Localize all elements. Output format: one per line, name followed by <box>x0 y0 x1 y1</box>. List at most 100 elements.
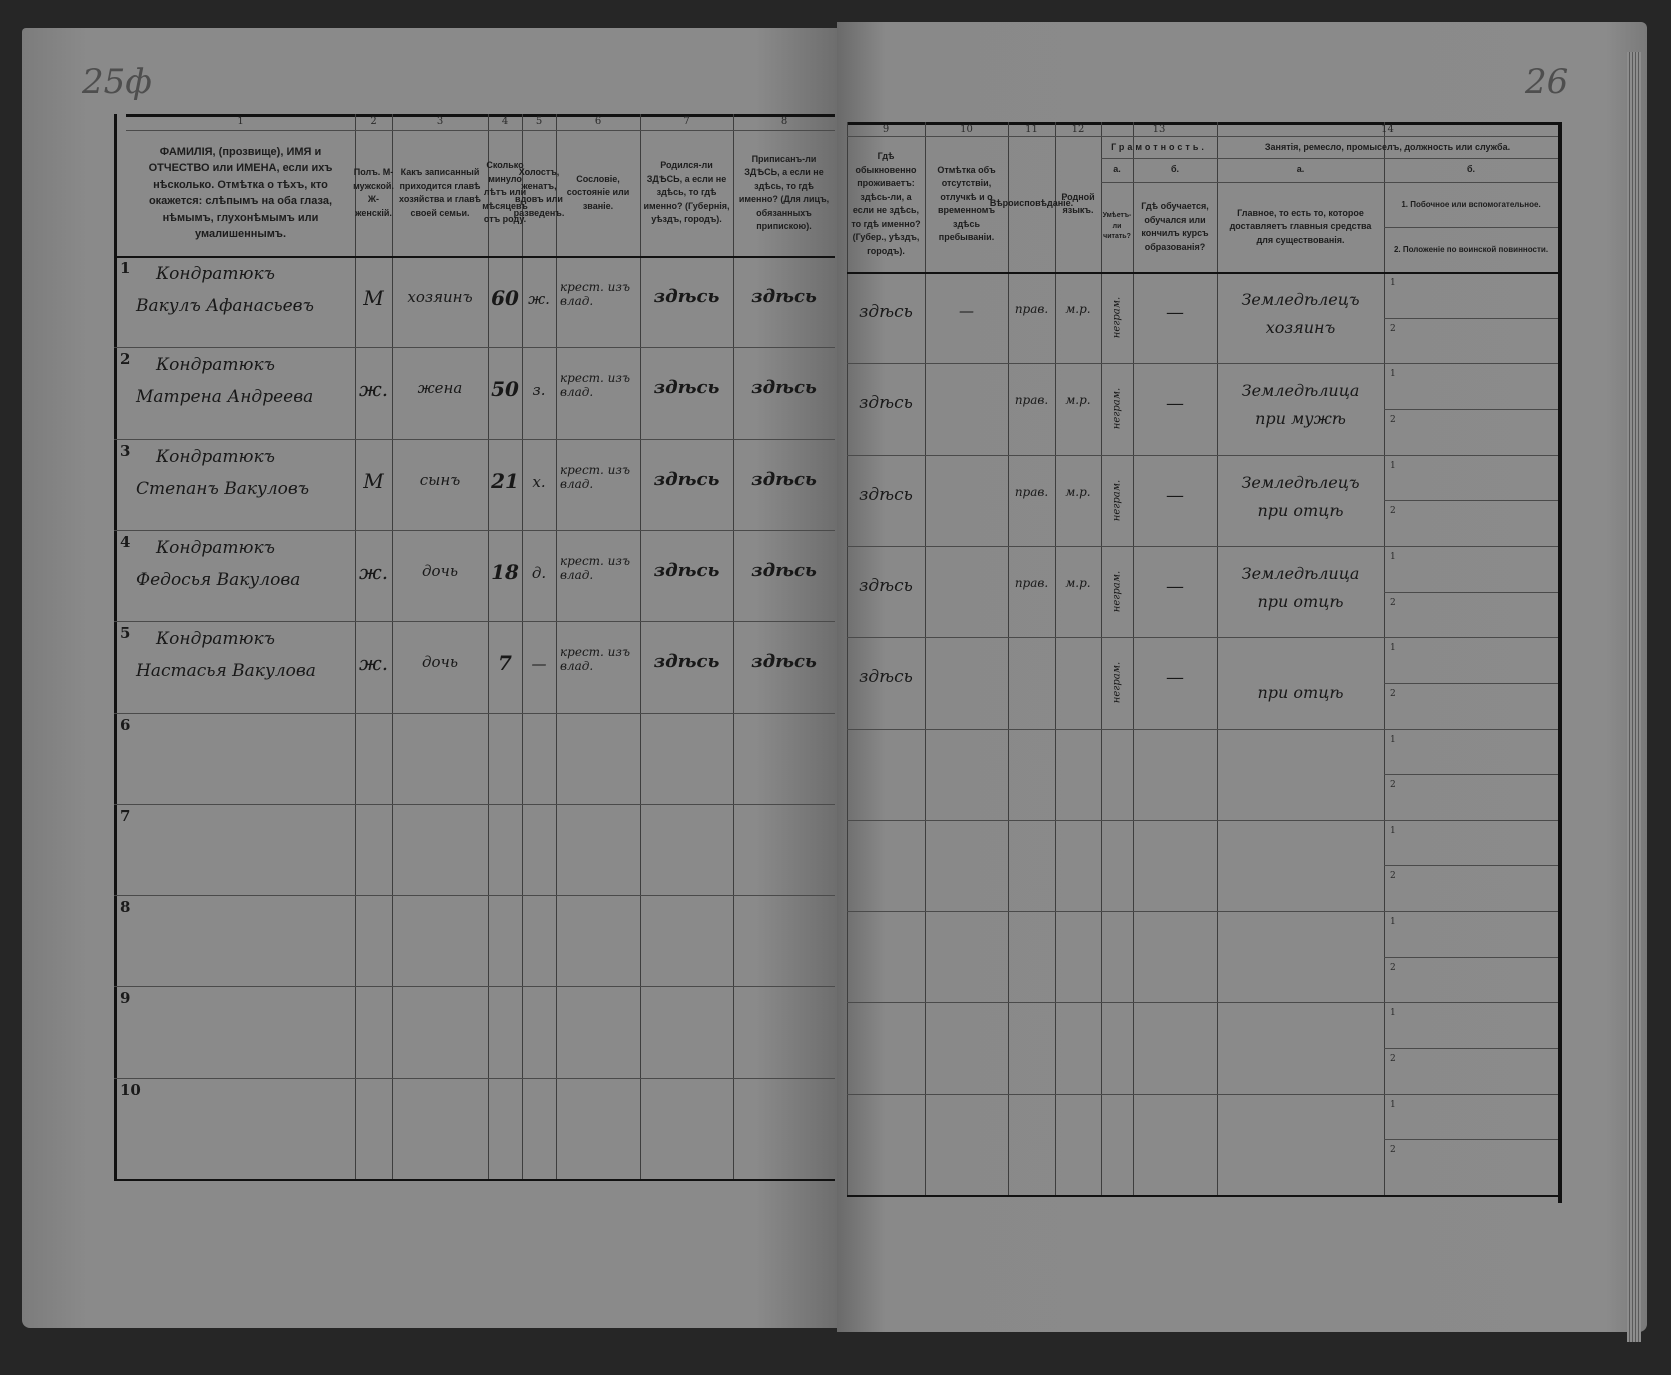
column-header: Родился-ли ЗДѢСЬ, а если не здѣсь, то гд… <box>643 160 730 225</box>
native-language: м.р. <box>1065 575 1091 590</box>
main-occupation: Земледѣлица <box>1241 563 1360 583</box>
column-header: Какъ записанный приходится главѣ хозяйст… <box>399 167 481 218</box>
sub-row-label: 1 <box>1390 1099 1396 1110</box>
row-number: 3 <box>120 441 131 460</box>
native-language: м.р. <box>1065 302 1091 316</box>
marital-status: х. <box>532 472 546 491</box>
age: 18 <box>491 559 519 584</box>
sub-row-label: 2 <box>1390 506 1396 517</box>
main-occupation-detail: при отцѣ <box>1257 683 1344 703</box>
sub-row-label: 2 <box>1390 323 1396 334</box>
row-divider <box>114 986 835 988</box>
sub-row-label: 1 <box>1390 825 1396 836</box>
estate: крест. изъ влад. <box>560 645 630 674</box>
column-header: Сословіе, состояніе или званіе. <box>566 173 630 211</box>
given-name-patronymic: Федосья Вакулова <box>136 569 301 590</box>
table-right-border <box>1558 122 1562 1203</box>
sub-row-label: 1 <box>1390 917 1396 928</box>
column-number: 6 <box>594 116 602 127</box>
row-number: 6 <box>120 715 131 734</box>
surname: Кондратюкъ <box>156 355 275 376</box>
surname: Кондратюкъ <box>156 446 275 467</box>
residence: здѣсь <box>859 575 913 596</box>
sub-column-label: б. <box>1170 164 1180 175</box>
marital-status: д. <box>531 563 547 582</box>
row-divider <box>847 911 1558 913</box>
row-number: 1 <box>120 259 131 277</box>
literacy-a-header: Умѣетъ-ли читать? <box>1102 212 1132 241</box>
row-divider <box>847 637 1558 639</box>
marital-status: — <box>531 655 547 674</box>
column-header: Приписанъ-ли ЗДѢСЬ, а если не здѣсь, то … <box>738 153 830 232</box>
column-number: 10 <box>960 124 973 135</box>
residence: здѣсь <box>859 484 913 505</box>
row-divider <box>847 454 1558 456</box>
column-number: 1 <box>237 116 244 127</box>
sub-row-divider <box>1384 317 1558 319</box>
folio-left: 25ф <box>82 62 152 102</box>
sub-row-divider <box>1384 591 1558 593</box>
religion: прав. <box>1014 393 1049 408</box>
main-occupation-detail: при отцѣ <box>1257 500 1344 520</box>
main-occupation: Земледѣлица <box>1241 381 1360 401</box>
column-number: 9 <box>882 124 890 135</box>
row-number: 5 <box>120 624 131 643</box>
header-sub-line <box>1101 182 1558 183</box>
main-occupation: Земледѣлецъ <box>1241 472 1360 492</box>
table-top-border <box>847 122 1558 125</box>
sub-row-divider <box>1384 682 1558 684</box>
registered-place: здѣсь <box>751 651 817 673</box>
column-header: Родной языкъ. <box>1061 191 1095 216</box>
sub-row-divider <box>1384 1139 1558 1141</box>
sub-row-label: 2 <box>1390 1145 1396 1156</box>
sub-row-label: 1 <box>1390 278 1396 288</box>
relation-to-head: жена <box>417 379 463 398</box>
row-divider <box>114 1077 835 1079</box>
row-divider <box>847 728 1558 730</box>
row-divider <box>114 529 835 531</box>
column-divider <box>355 114 356 1179</box>
sub-row-divider <box>1384 956 1558 958</box>
column-number: 13 <box>1152 124 1166 135</box>
header-sub-line <box>1101 158 1558 159</box>
sex: ж. <box>358 651 389 676</box>
row-divider <box>847 1002 1558 1004</box>
given-name-patronymic: Вакулъ Афанасьевъ <box>136 296 314 316</box>
column-header: Полъ. М-мужской. Ж-женскій. <box>353 167 394 218</box>
header-bottom-line <box>847 272 1558 274</box>
given-name-patronymic: Матрена Андреева <box>136 387 314 408</box>
column-number: 3 <box>436 116 444 127</box>
row-divider <box>114 347 835 349</box>
age: 7 <box>498 651 512 676</box>
left-page <box>22 28 837 1328</box>
column-divider <box>556 114 557 1179</box>
registered-place: здѣсь <box>751 468 817 490</box>
sub-row-divider <box>1384 1048 1558 1050</box>
sex: М <box>363 468 384 493</box>
sub-row-label: 2 <box>1390 597 1396 608</box>
given-name-patronymic: Степанъ Вакуловъ <box>136 478 310 499</box>
sex: М <box>363 286 384 310</box>
column-number: 8 <box>780 116 788 127</box>
column-header: Сколько минуло лѣтъ или мѣсяцевъ отъ род… <box>482 160 528 225</box>
row-divider <box>847 1093 1558 1095</box>
sub-row-divider <box>1384 408 1558 410</box>
sub-row-label: 2 <box>1390 414 1396 425</box>
sub-row-label: 1 <box>1390 643 1396 654</box>
column-divider <box>1217 122 1218 1195</box>
birthplace: здѣсь <box>653 559 720 581</box>
column-divider <box>847 122 848 1195</box>
main-occupation: Земледѣлецъ <box>1241 290 1360 309</box>
marital-status: з. <box>532 381 546 400</box>
right-page <box>837 22 1647 1342</box>
literacy: неграм. <box>1111 661 1123 704</box>
column-number: 7 <box>683 116 690 127</box>
column-header: Гдѣ обыкновенно проживаетъ: здѣсь-ли, а … <box>851 151 921 256</box>
sub-row-label: 2 <box>1390 871 1396 882</box>
relation-to-head: сынъ <box>419 470 461 489</box>
main-occupation-detail: хозяинъ <box>1265 318 1336 337</box>
column-number: 14 <box>1381 124 1394 135</box>
sub-row-label: 2 <box>1390 688 1396 699</box>
sex: ж. <box>358 377 389 402</box>
literacy: неграм. <box>1111 388 1123 430</box>
